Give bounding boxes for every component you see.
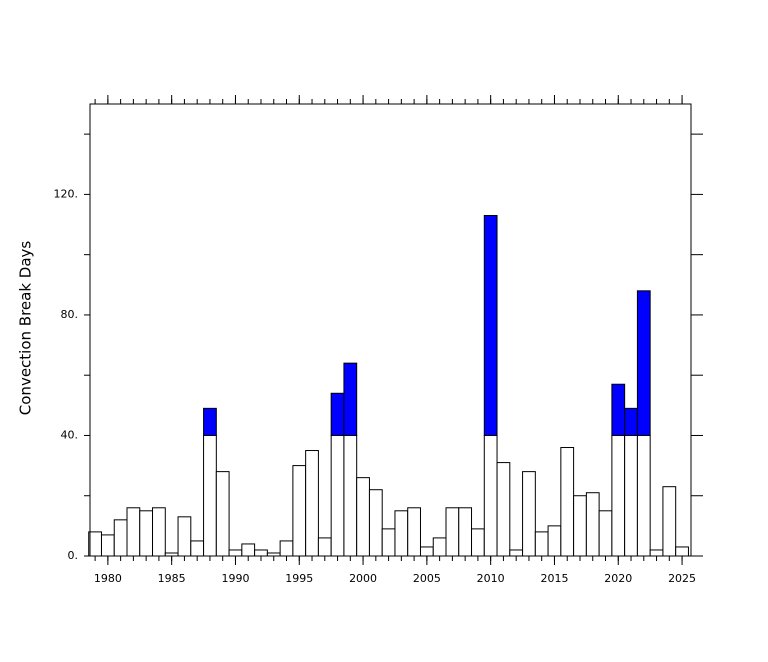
bar (356, 477, 370, 557)
bar (522, 471, 536, 557)
bar (343, 434, 358, 557)
x-tick-label: 1985 (158, 572, 186, 585)
bar (560, 447, 575, 557)
bar (585, 492, 600, 557)
bar (203, 407, 217, 436)
x-tick-label: 2010 (477, 572, 505, 585)
bar (636, 290, 651, 436)
bar (381, 528, 396, 557)
bar (228, 549, 243, 557)
bar (190, 540, 205, 557)
bar (330, 434, 345, 557)
bar (317, 537, 332, 557)
bar (675, 546, 689, 557)
bar (241, 543, 256, 557)
bar (368, 489, 383, 557)
bar (573, 495, 587, 557)
x-tick-label: 1995 (285, 572, 313, 585)
bar (432, 537, 447, 557)
bar (534, 531, 549, 557)
bar (471, 528, 485, 557)
bar (139, 510, 154, 557)
bar (177, 516, 192, 557)
bar (394, 510, 409, 557)
x-tick-label: 2015 (540, 572, 568, 585)
bar (662, 486, 677, 557)
bar (611, 383, 626, 436)
bar (113, 519, 128, 557)
bar (215, 471, 230, 557)
bar (598, 510, 613, 557)
bar (496, 462, 511, 557)
bar (636, 434, 651, 557)
x-tick-label: 1990 (221, 572, 249, 585)
bar (279, 540, 294, 557)
x-tick-label: 2020 (604, 572, 632, 585)
bar (203, 434, 217, 557)
y-tick-label: 0. (68, 549, 79, 562)
bar (509, 549, 524, 557)
bar (483, 214, 498, 436)
bar (649, 549, 664, 557)
bar (292, 465, 307, 557)
bar (458, 507, 473, 557)
y-tick-label: 40. (61, 428, 79, 441)
bar (624, 434, 638, 557)
bar (152, 507, 166, 557)
x-tick-label: 2005 (413, 572, 441, 585)
bar (305, 450, 319, 557)
bar (483, 434, 498, 557)
bar (407, 507, 421, 557)
y-tick-label: 120. (54, 187, 79, 200)
plot-frame (89, 103, 692, 557)
x-tick-label: 1980 (94, 572, 122, 585)
bar (624, 407, 638, 436)
x-tick-label: 2025 (668, 572, 696, 585)
bar (100, 534, 115, 557)
bar (126, 507, 141, 557)
x-tick-label: 2000 (349, 572, 377, 585)
bar (445, 507, 460, 557)
bar (330, 392, 345, 436)
y-tick-label: 80. (61, 308, 79, 321)
bar (343, 362, 358, 436)
bar (611, 434, 626, 557)
bar (254, 549, 268, 557)
bar (547, 525, 562, 557)
y-axis-label: Convection Break Days (17, 241, 35, 416)
bar (88, 531, 102, 557)
bar (419, 546, 434, 557)
